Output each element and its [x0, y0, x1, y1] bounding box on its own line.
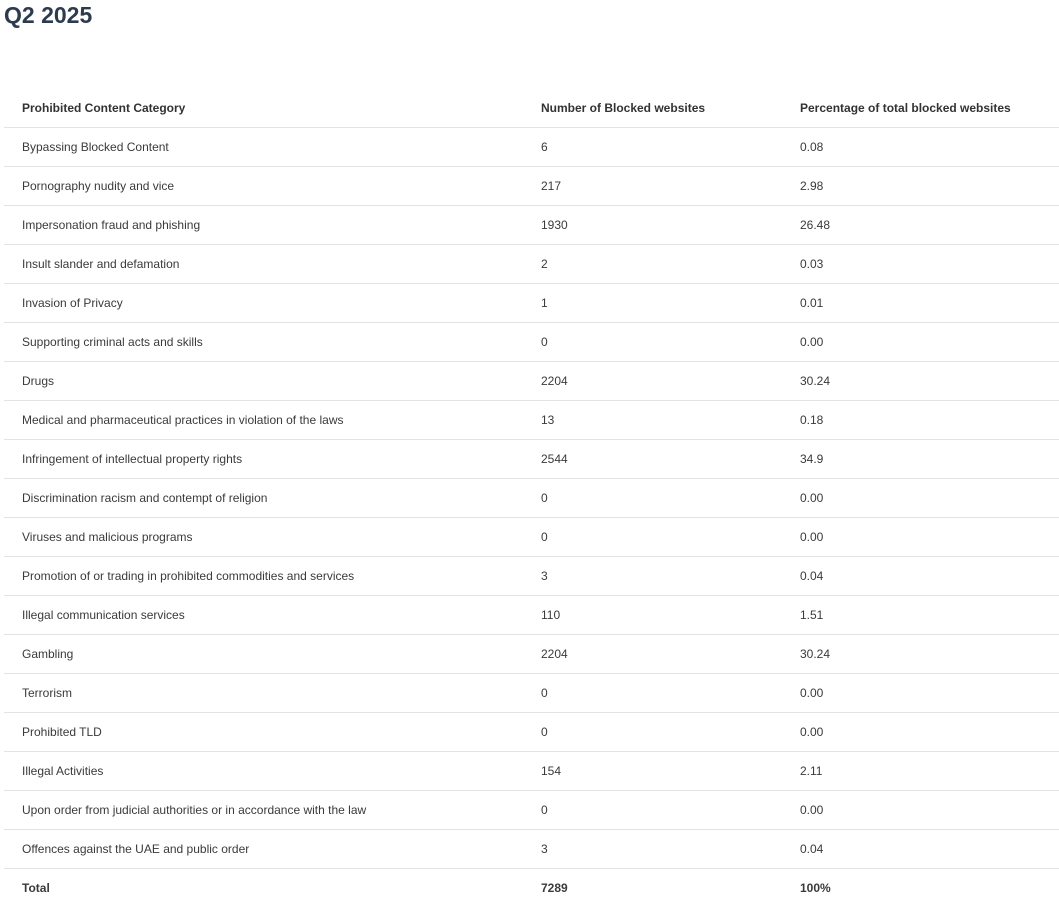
table-cell: 0.03 — [782, 245, 1059, 284]
table-cell: 0 — [523, 323, 782, 362]
column-header: Prohibited Content Category — [4, 89, 523, 128]
table-cell: 0 — [523, 518, 782, 557]
table-cell: Terrorism — [4, 674, 523, 713]
table-cell: 2204 — [523, 362, 782, 401]
table-cell: Medical and pharmaceutical practices in … — [4, 401, 523, 440]
table-cell: 0.00 — [782, 674, 1059, 713]
table-cell: 3 — [523, 830, 782, 869]
table-cell: 1.51 — [782, 596, 1059, 635]
table-cell: Viruses and malicious programs — [4, 518, 523, 557]
table-cell: 0.04 — [782, 557, 1059, 596]
table-cell: 0.00 — [782, 791, 1059, 830]
table-cell: Gambling — [4, 635, 523, 674]
table-cell: Promotion of or trading in prohibited co… — [4, 557, 523, 596]
table-cell: 30.24 — [782, 635, 1059, 674]
table-cell: Insult slander and defamation — [4, 245, 523, 284]
table-cell: Offences against the UAE and public orde… — [4, 830, 523, 869]
table-cell: 30.24 — [782, 362, 1059, 401]
table-cell: Drugs — [4, 362, 523, 401]
table-row: Discrimination racism and contempt of re… — [4, 479, 1059, 518]
table-cell: Prohibited TLD — [4, 713, 523, 752]
table-cell: 1 — [523, 284, 782, 323]
table-cell: 217 — [523, 167, 782, 206]
table-cell: 2544 — [523, 440, 782, 479]
table-cell: 0.00 — [782, 323, 1059, 362]
table-cell: Bypassing Blocked Content — [4, 128, 523, 167]
table-cell: 0.18 — [782, 401, 1059, 440]
table-row: Medical and pharmaceutical practices in … — [4, 401, 1059, 440]
table-cell: 1930 — [523, 206, 782, 245]
total-cell: 100% — [782, 869, 1059, 907]
table-cell: 0.00 — [782, 479, 1059, 518]
table-cell: Impersonation fraud and phishing — [4, 206, 523, 245]
table-cell: 0 — [523, 479, 782, 518]
table-cell: 0 — [523, 674, 782, 713]
table-cell: 0 — [523, 791, 782, 830]
table-cell: 2.11 — [782, 752, 1059, 791]
table-cell: Pornography nudity and vice — [4, 167, 523, 206]
table-cell: 0.04 — [782, 830, 1059, 869]
table-cell: 154 — [523, 752, 782, 791]
table-cell: Upon order from judicial authorities or … — [4, 791, 523, 830]
table-cell: Infringement of intellectual property ri… — [4, 440, 523, 479]
table-cell: Illegal Activities — [4, 752, 523, 791]
column-header: Percentage of total blocked websites — [782, 89, 1059, 128]
table-cell: Supporting criminal acts and skills — [4, 323, 523, 362]
table-cell: 2 — [523, 245, 782, 284]
table-cell: 34.9 — [782, 440, 1059, 479]
table-cell: 6 — [523, 128, 782, 167]
table-cell: Invasion of Privacy — [4, 284, 523, 323]
table-row: Offences against the UAE and public orde… — [4, 830, 1059, 869]
table-cell: 0.00 — [782, 713, 1059, 752]
table-cell: 2204 — [523, 635, 782, 674]
total-cell: 7289 — [523, 869, 782, 907]
table-cell: 13 — [523, 401, 782, 440]
table-cell: Discrimination racism and contempt of re… — [4, 479, 523, 518]
table-cell: 3 — [523, 557, 782, 596]
table-cell: 110 — [523, 596, 782, 635]
table-cell: Illegal communication services — [4, 596, 523, 635]
table-row: Promotion of or trading in prohibited co… — [4, 557, 1059, 596]
table-cell: 0.01 — [782, 284, 1059, 323]
column-header: Number of Blocked websites — [523, 89, 782, 128]
table-cell: 2.98 — [782, 167, 1059, 206]
table-cell: 0 — [523, 713, 782, 752]
total-cell: Total — [4, 869, 523, 907]
page-title: Q2 2025 — [4, 0, 92, 30]
table-row: Infringement of intellectual property ri… — [4, 440, 1059, 479]
table-cell: 26.48 — [782, 206, 1059, 245]
table-cell: 0.00 — [782, 518, 1059, 557]
table-row: Upon order from judicial authorities or … — [4, 791, 1059, 830]
table-cell: 0.08 — [782, 128, 1059, 167]
